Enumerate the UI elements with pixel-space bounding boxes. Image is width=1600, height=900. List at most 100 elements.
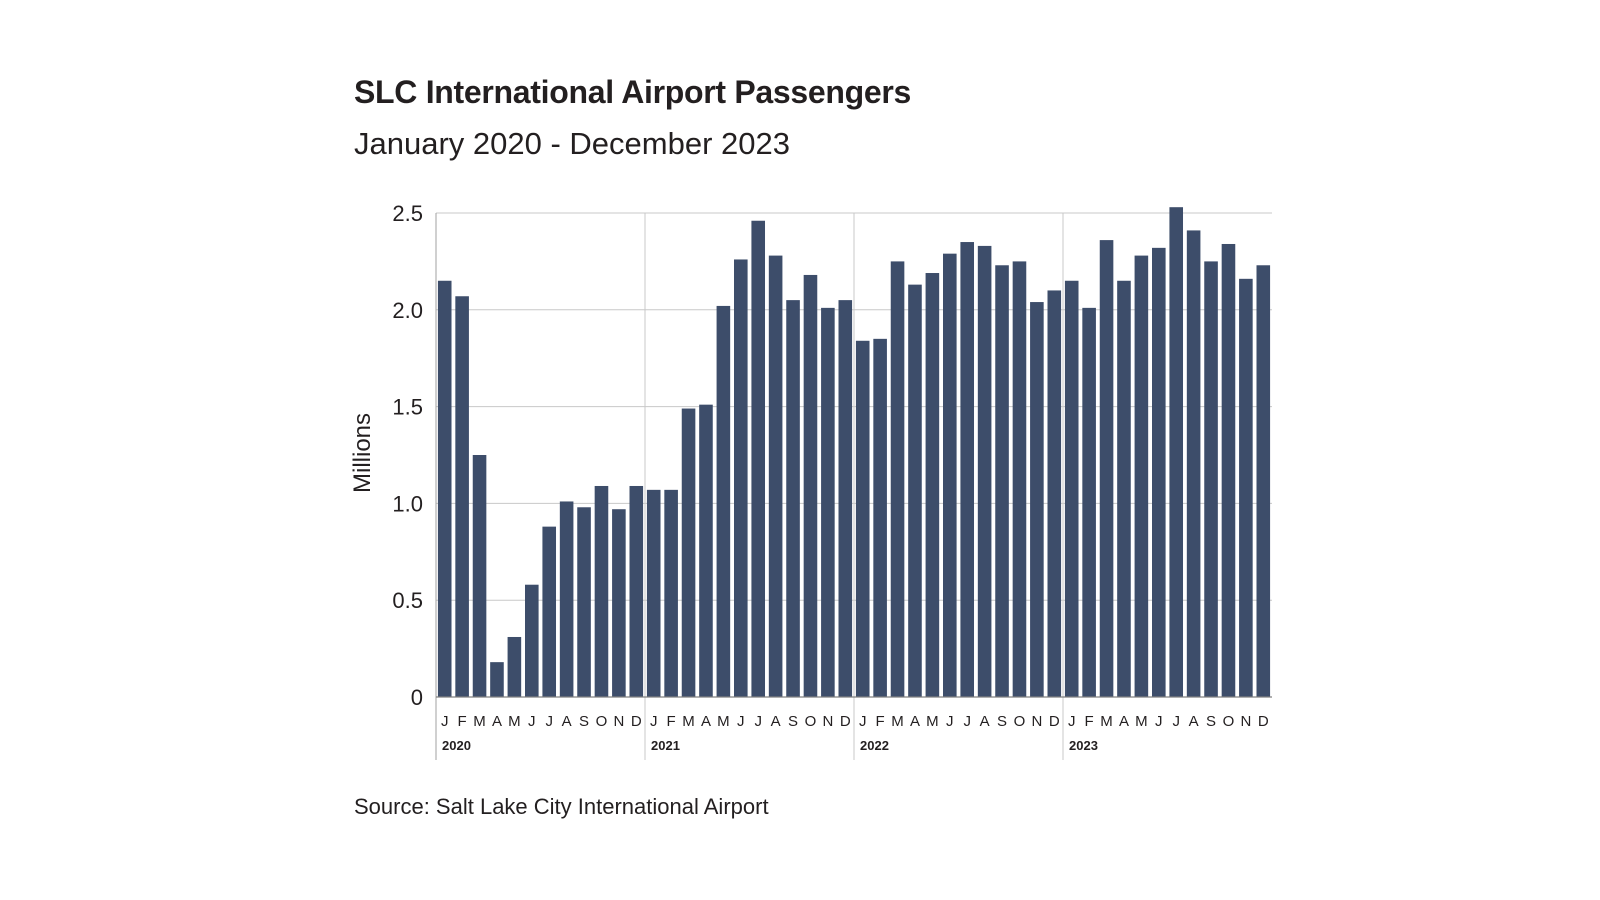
bar [995, 265, 1009, 697]
x-tick-label: J [545, 713, 553, 730]
bar [1064, 280, 1079, 697]
x-tick-label: M [891, 713, 904, 730]
x-tick-label: J [963, 713, 971, 730]
x-tick-label: J [1172, 713, 1180, 730]
bar [1221, 243, 1236, 698]
year-label: 2021 [651, 738, 680, 753]
x-tick-label: M [926, 713, 939, 730]
y-tick-label: 1.5 [392, 395, 423, 420]
bar [1152, 247, 1166, 697]
y-tick-label: 2.5 [392, 201, 423, 226]
bar [960, 242, 975, 698]
x-tick-label: J [441, 713, 449, 730]
bar [437, 280, 452, 697]
bar [646, 489, 661, 697]
x-tick-label: N [1031, 713, 1042, 730]
bar [1012, 261, 1027, 697]
y-tick-label: 0 [411, 685, 423, 710]
x-tick-label: F [876, 713, 885, 730]
x-tick-label: M [682, 713, 695, 730]
bar-series [437, 207, 1271, 698]
bar [1169, 207, 1184, 697]
year-label: 2023 [1069, 738, 1098, 753]
bar [786, 300, 800, 697]
bar [577, 507, 591, 697]
chart-subtitle: January 2020 - December 2023 [354, 126, 790, 161]
chart-title: SLC International Airport Passengers [354, 74, 912, 110]
x-tick-label: M [508, 713, 521, 730]
x-tick-label: J [1155, 713, 1163, 730]
bar [664, 489, 678, 697]
source-note: Source: Salt Lake City International Air… [354, 794, 769, 819]
bar [734, 259, 748, 697]
bar [542, 526, 557, 697]
bar [821, 307, 835, 697]
bar [1239, 278, 1253, 697]
bar [455, 296, 469, 697]
x-tick-label: O [805, 713, 817, 730]
x-tick-label: J [859, 713, 867, 730]
x-tick-label: A [1189, 713, 1199, 730]
x-tick-label: N [1240, 713, 1251, 730]
x-tick-label: A [701, 713, 711, 730]
bar [490, 662, 504, 697]
y-axis-title: Millions [349, 413, 376, 493]
x-tick-label: J [650, 713, 658, 730]
bar [681, 408, 696, 697]
x-tick-label: A [492, 713, 502, 730]
year-label: 2022 [860, 738, 889, 753]
bar [908, 284, 922, 697]
x-tick-label: S [997, 713, 1007, 730]
x-tick-label: M [717, 713, 730, 730]
x-tick-label: J [528, 713, 536, 730]
bar [612, 509, 626, 697]
bar [873, 338, 887, 697]
bar [525, 584, 539, 697]
x-tick-label: S [579, 713, 589, 730]
bar [472, 455, 487, 697]
x-tick-label: J [754, 713, 762, 730]
bar [1186, 230, 1201, 698]
bar [1204, 261, 1218, 697]
x-tick-label: A [910, 713, 920, 730]
x-tick-label: J [946, 713, 954, 730]
bar [507, 636, 522, 697]
bar [855, 340, 870, 697]
x-tick-label: F [458, 713, 467, 730]
bar [629, 485, 644, 697]
grid-lines [436, 212, 1272, 760]
x-tick-label: O [596, 713, 608, 730]
x-tick-label: M [473, 713, 486, 730]
bar [768, 255, 783, 697]
x-tick-label: J [1068, 713, 1076, 730]
x-tick-label: N [613, 713, 624, 730]
bar [925, 273, 940, 697]
bar [716, 305, 731, 697]
x-tick-label: D [631, 713, 642, 730]
bar [1134, 255, 1149, 697]
bar [699, 404, 713, 697]
bar [803, 274, 818, 697]
y-tick-label: 0.5 [392, 588, 423, 613]
x-tick-label: M [1100, 713, 1113, 730]
axes [435, 213, 1272, 760]
bar [1256, 265, 1271, 697]
x-tick-label: D [1258, 713, 1269, 730]
bar [594, 485, 609, 697]
bar [1030, 302, 1044, 697]
bar [1099, 240, 1114, 697]
bar [1082, 307, 1096, 697]
y-tick-label: 2.0 [392, 298, 423, 323]
y-tick-label: 1.0 [392, 491, 423, 516]
x-tick-label: A [562, 713, 572, 730]
x-tick-label: A [1119, 713, 1129, 730]
x-tick-label: N [822, 713, 833, 730]
x-tick-label: M [1135, 713, 1148, 730]
x-tick-label: A [771, 713, 781, 730]
year-label: 2020 [442, 738, 471, 753]
bar [1117, 280, 1131, 697]
x-tick-label: S [1206, 713, 1216, 730]
bar [943, 253, 957, 697]
